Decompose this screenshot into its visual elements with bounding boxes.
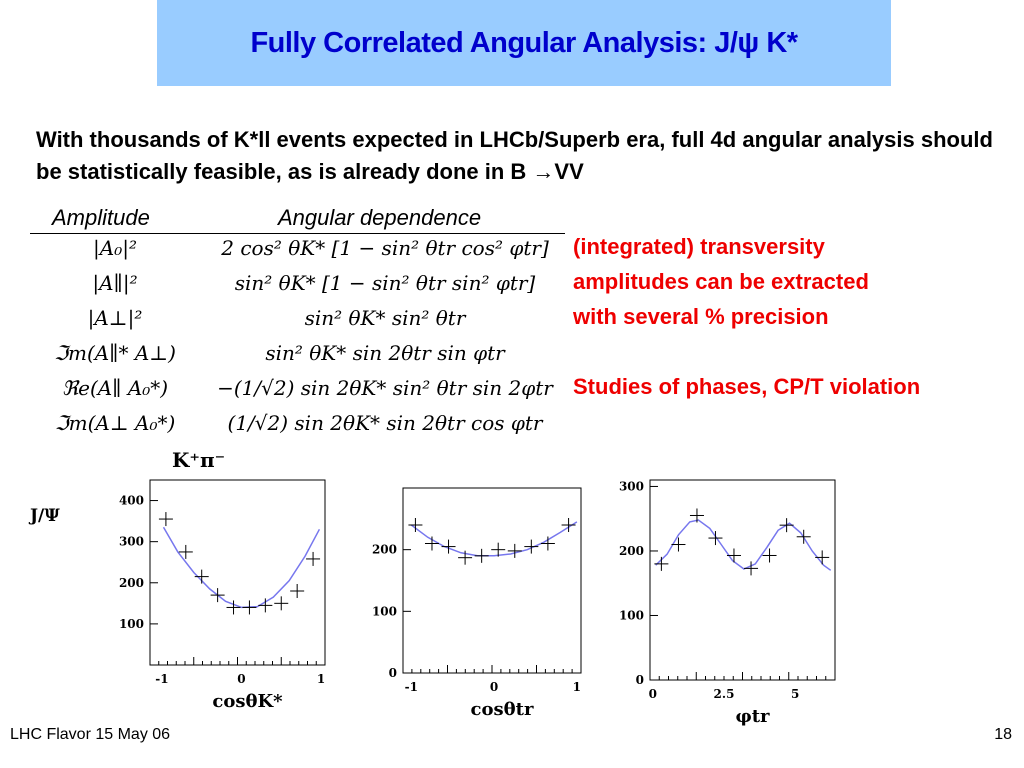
x-tick-label: -1 [155, 672, 168, 686]
table-row: |A₀|² 2 cos² θK* [1 − sin² θtr cos² φtr] [30, 234, 565, 269]
angular-cell: sin² θK* sin 2θtr sin φtr [265, 341, 505, 365]
note-line: with several % precision [573, 304, 829, 329]
table-row: ℑm(A∥* A⊥) sin² θK* sin 2θtr sin φtr [30, 339, 565, 374]
data-point [507, 543, 522, 558]
table-row: ℑm(A⊥ A₀*) (1/√2) sin 2θK* sin 2θtr cos … [30, 409, 565, 444]
data-point [458, 550, 473, 565]
y-tick-label: 100 [619, 608, 644, 622]
plot-svg: 100 200 300 400 -1 0 1 cosθK* [119, 479, 326, 712]
data-point [779, 518, 794, 533]
data-point [474, 548, 489, 563]
x-axis-label: cosθK* [212, 691, 283, 712]
table-rule [30, 233, 565, 234]
x-tick-label: 0 [649, 687, 657, 701]
data-point [226, 600, 241, 615]
data-point [408, 518, 423, 532]
data-point [561, 518, 576, 532]
plot-phi-tr: 0 100 200 300 0 2.5 5 φtr [600, 470, 845, 735]
data-point [689, 508, 704, 523]
note-line: Studies of phases, CP/T violation [573, 374, 921, 399]
x-axis-label: φtr [735, 706, 770, 727]
y-tick-label: 0 [636, 673, 644, 687]
jpsi-label: J/Ψ [30, 506, 60, 526]
plot-cos-theta-k: 100 200 300 400 -1 0 1 cosθK* [100, 472, 340, 727]
data-point [762, 548, 777, 563]
amplitude-cell: ℑm(A∥* A⊥) [54, 341, 176, 365]
kpi-label: K⁺π⁻ [172, 448, 226, 472]
plot-svg: 0 100 200 300 0 2.5 5 φtr [619, 479, 836, 727]
fit-curve [162, 526, 321, 609]
data-point [258, 598, 273, 613]
angular-cell: sin² θK* [1 − sin² θtr sin² φtr] [234, 271, 536, 295]
data-point [708, 531, 723, 546]
data-point [815, 550, 830, 565]
x-tick-label: 1 [317, 672, 325, 686]
data-point [441, 539, 456, 554]
x-tick-label: 1 [573, 680, 581, 694]
page-number: 18 [994, 726, 1012, 743]
note-line: amplitudes can be extracted [573, 269, 869, 294]
y-tick-label: 100 [372, 604, 397, 618]
data-point [158, 512, 173, 527]
y-tick-label: 300 [119, 535, 144, 549]
data-point [726, 548, 741, 563]
data-point [491, 542, 506, 557]
data-point [274, 596, 289, 611]
y-tick-label: 0 [389, 666, 397, 680]
x-tick-label: 2.5 [714, 687, 735, 701]
data-point [290, 584, 305, 598]
note-line: (integrated) transversity [573, 234, 825, 259]
plot-frame [149, 479, 326, 666]
angular-header: Angular dependence [278, 205, 482, 230]
fit-curve [655, 519, 832, 571]
data-point [242, 600, 257, 615]
x-tick-label: 5 [791, 687, 799, 701]
amplitude-cell: ℑm(A⊥ A₀*) [54, 411, 176, 435]
data-point [540, 536, 555, 551]
table-row: ℜe(A∥ A₀*) −(1/√2) sin 2θK* sin² θtr sin… [30, 374, 565, 409]
angular-cell: −(1/√2) sin 2θK* sin² θtr sin 2φtr [217, 376, 553, 400]
data-point [306, 551, 321, 566]
fit-curve [410, 521, 578, 557]
data-point [654, 556, 669, 571]
red-notes: (integrated) transversity amplitudes can… [573, 229, 1013, 404]
amplitude-cell: ℜe(A∥ A₀*) [61, 376, 169, 400]
angular-cell: (1/√2) sin 2θK* sin 2θtr cos φtr [227, 411, 543, 435]
plot-frame [649, 479, 836, 681]
amplitude-cell: |A⊥|² [87, 306, 143, 330]
amplitude-cell: |A∥|² [92, 271, 138, 295]
x-tick-label: 0 [237, 672, 245, 686]
title-banner: Fully Correlated Angular Analysis: J/ψ K… [157, 0, 891, 86]
plot-frame [402, 487, 582, 674]
y-tick-label: 200 [372, 543, 397, 557]
x-axis-label: cosθtr [471, 699, 534, 720]
y-tick-label: 200 [619, 544, 644, 558]
amplitude-cell: |A₀|² [93, 236, 137, 260]
footer-left: LHC Flavor 15 May 06 [10, 726, 171, 743]
y-tick-label: 400 [119, 494, 144, 508]
table-row: |A∥|² sin² θK* [1 − sin² θtr sin² φtr] [30, 269, 565, 304]
formula-table: |A₀|² 2 cos² θK* [1 − sin² θtr cos² φtr]… [30, 234, 565, 444]
intro-text: With thousands of K*ll events expected i… [36, 127, 993, 184]
plot-svg: 0 100 200 -1 0 1 cosθtr [372, 487, 582, 720]
table-row: |A⊥|² sin² θK* sin² θtr [30, 304, 565, 339]
data-point [744, 561, 759, 576]
data-point [524, 539, 539, 554]
amplitude-header: Amplitude [52, 205, 150, 230]
y-tick-label: 200 [119, 576, 144, 590]
plot-cos-theta-tr: 0 100 200 -1 0 1 cosθtr [355, 478, 595, 733]
data-point [178, 544, 193, 559]
x-tick-label: 0 [490, 680, 498, 694]
y-tick-label: 100 [119, 617, 144, 631]
data-point [194, 569, 209, 584]
angular-cell: sin² θK* sin² θtr [304, 306, 466, 330]
data-point [424, 536, 439, 551]
data-point [671, 537, 686, 552]
slide-title: Fully Correlated Angular Analysis: J/ψ K… [250, 26, 798, 59]
angular-cell: 2 cos² θK* [1 − sin² θtr cos² φtr] [221, 236, 549, 260]
data-point [210, 588, 225, 603]
x-tick-label: -1 [405, 680, 418, 694]
data-point [796, 529, 811, 544]
y-tick-label: 300 [619, 479, 644, 493]
